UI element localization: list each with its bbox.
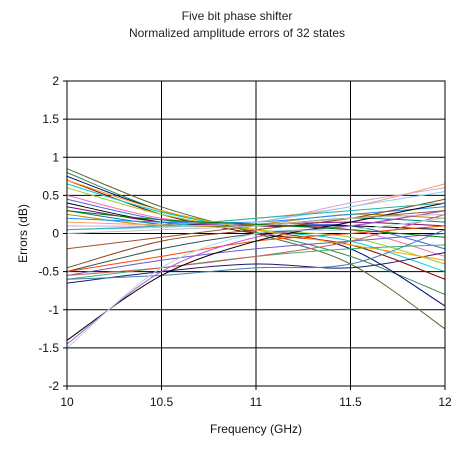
- y-tick-label: 0.5: [42, 188, 59, 202]
- series-line-27: [66, 217, 446, 349]
- y-axis-label: Errors (dB): [16, 204, 30, 263]
- chart-subtitle: Normalized amplitude errors of 32 states: [128, 26, 346, 40]
- x-tick-label: 10.5: [150, 395, 174, 409]
- y-tick-label: 1.5: [42, 112, 59, 126]
- chart-title: Five bit phase shifter: [181, 9, 293, 23]
- x-axis-label: Frequency (GHz): [210, 422, 302, 436]
- x-tick-label: 11: [250, 395, 263, 409]
- series-line-16: [66, 191, 446, 231]
- y-tick-label: 0: [52, 227, 59, 241]
- x-tick-label: 12: [438, 395, 452, 409]
- series-line-30: [66, 179, 446, 261]
- series-line-20: [66, 233, 446, 276]
- series-line-24: [66, 213, 446, 276]
- y-tick-label: -1.5: [38, 341, 59, 355]
- tick-layer: 21.510.50-0.5-1-1.5-210 10.5 11 11.5 12: [38, 74, 452, 409]
- y-tick-label: -2: [48, 379, 59, 393]
- series-line-26: [66, 210, 446, 345]
- series-layer: [66, 168, 446, 349]
- series-line-2: [66, 172, 446, 295]
- y-tick-label: 1: [52, 150, 59, 164]
- y-tick-label: -1: [48, 303, 59, 317]
- y-tick-label: 2: [52, 74, 59, 88]
- x-tick-label: 10: [60, 395, 74, 409]
- series-line-28: [66, 202, 446, 231]
- y-tick-label: -0.5: [38, 265, 59, 279]
- x-tick-label: 11.5: [339, 395, 362, 409]
- series-line-31: [66, 210, 446, 238]
- series-line-23: [66, 229, 446, 280]
- series-line-32: [66, 213, 446, 234]
- series-line-22: [66, 252, 446, 284]
